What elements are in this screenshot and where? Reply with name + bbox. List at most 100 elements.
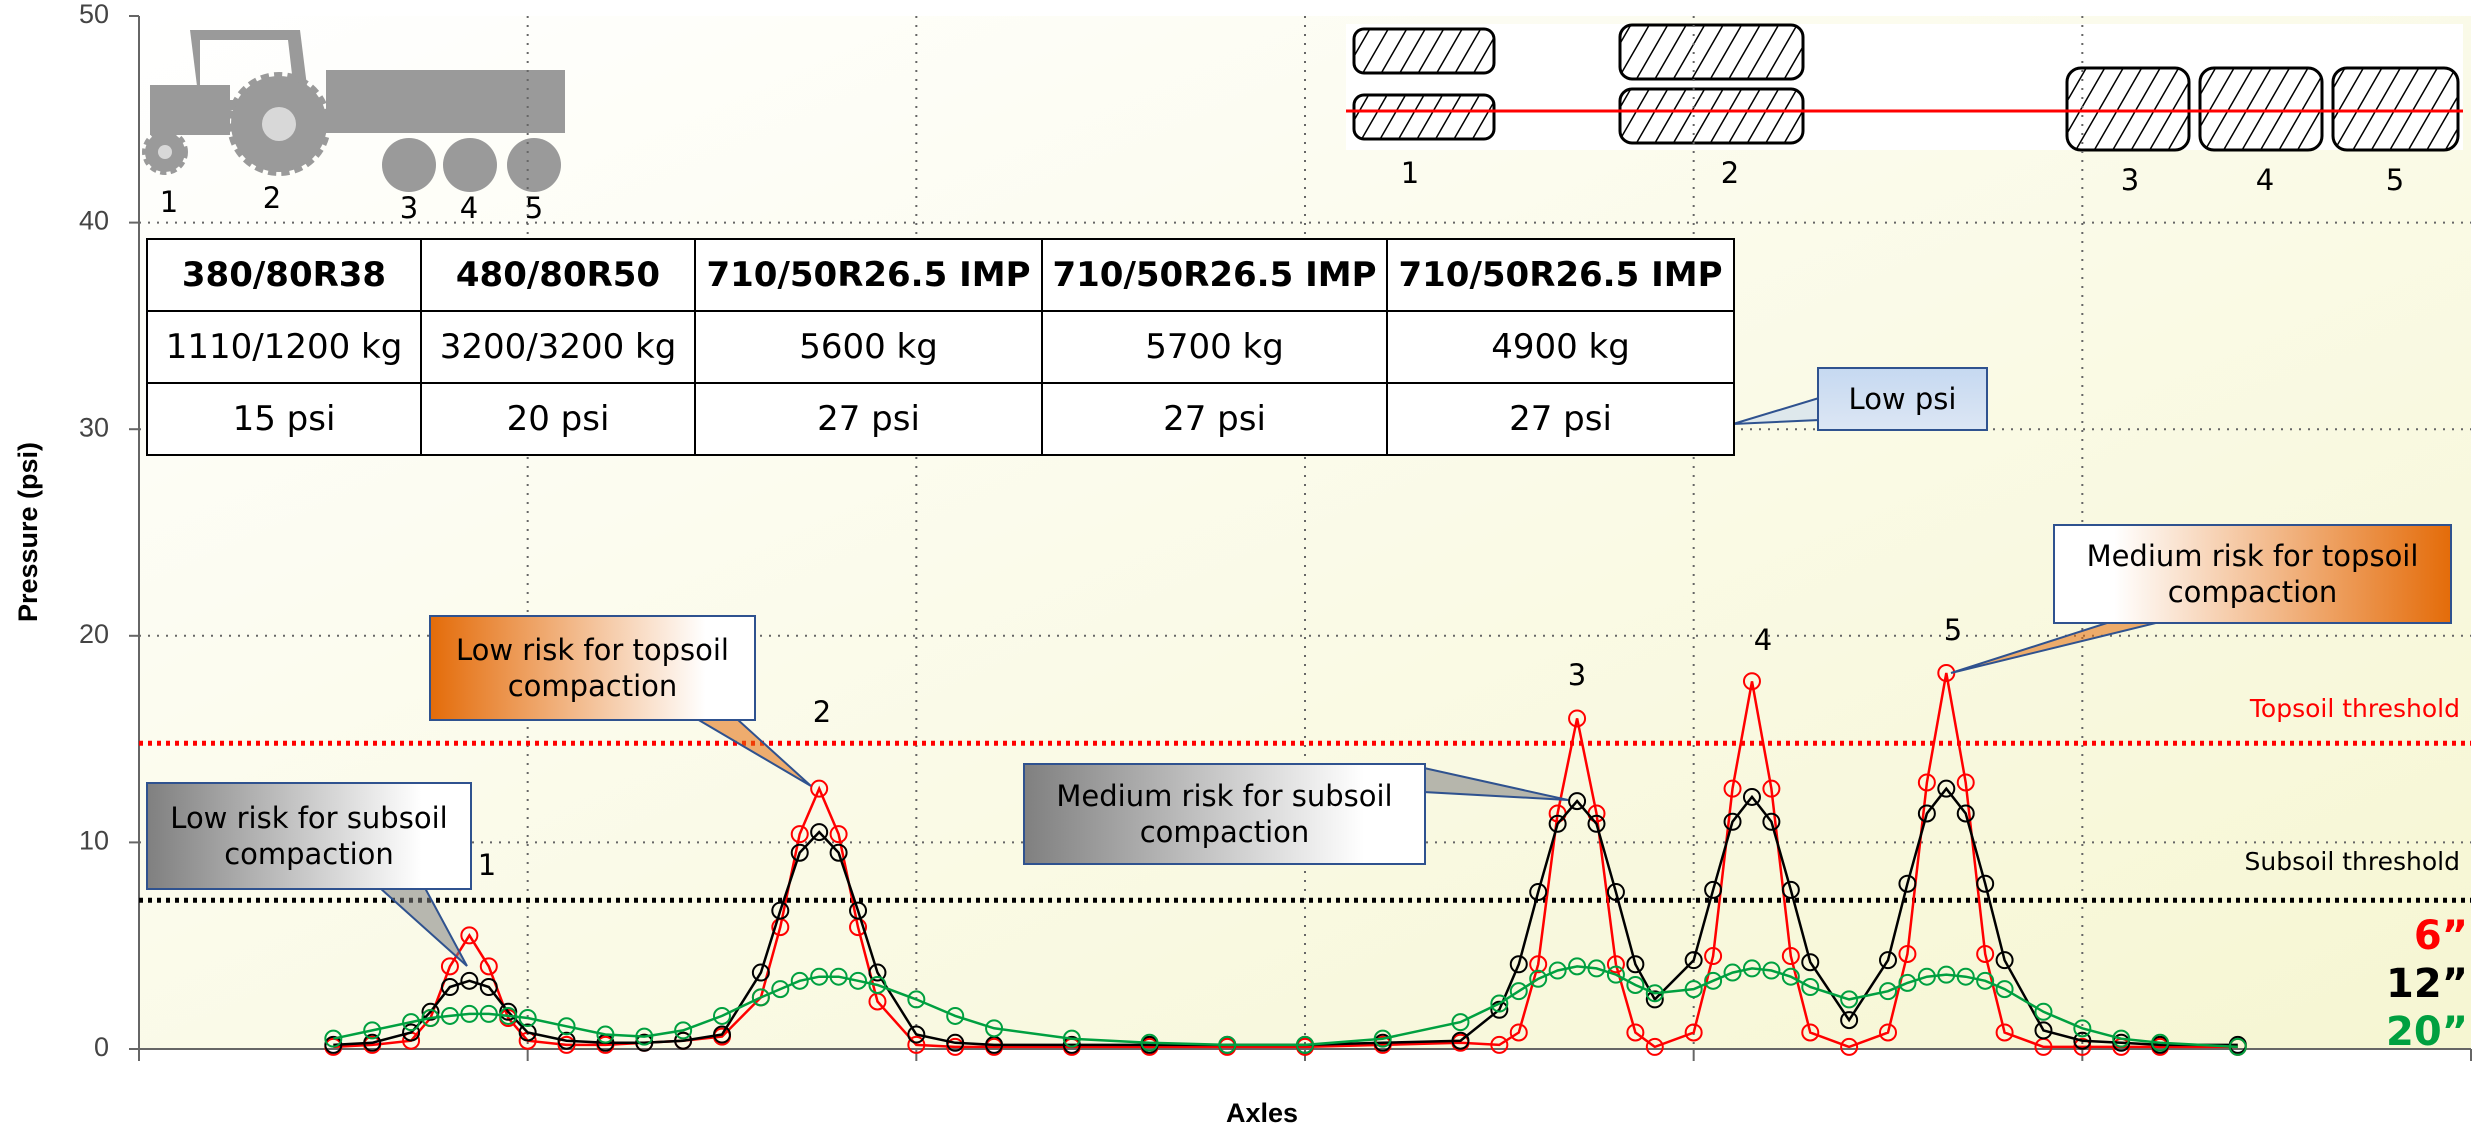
data-point <box>557 1017 576 1036</box>
data-point <box>2073 1019 2092 1038</box>
x-axis-title: Axles <box>1226 1098 1298 1128</box>
cell: 5700 kg <box>1041 310 1388 384</box>
data-point <box>499 1002 518 1021</box>
data-point <box>440 957 459 976</box>
data-point <box>907 990 926 1009</box>
callout: Low risk for subsoil compaction <box>146 782 472 890</box>
data-point <box>1801 978 1820 997</box>
data-point <box>324 1035 343 1054</box>
data-point <box>1529 969 1548 988</box>
series <box>324 957 2247 1056</box>
data-point <box>1723 963 1742 982</box>
data-point <box>1451 1031 1470 1050</box>
cell: 4900 kg <box>1386 310 1735 384</box>
data-point <box>2073 1031 2092 1050</box>
peak-label: 5 <box>1944 613 1962 647</box>
data-point <box>1509 955 1528 974</box>
tractor-label: 2 <box>263 181 281 215</box>
data-point <box>1218 1035 1237 1054</box>
tire-label: 5 <box>2386 163 2404 197</box>
data-point <box>810 779 829 798</box>
data-point <box>810 967 829 986</box>
data-point <box>1587 814 1606 833</box>
tire-table: 380/80R38 480/80R50 710/50R26.5 IMP 710/… <box>146 238 1735 456</box>
data-point <box>946 1033 965 1052</box>
data-point <box>1995 980 2014 999</box>
cell: 3200/3200 kg <box>420 310 696 384</box>
data-point <box>1140 1033 1159 1052</box>
data-point <box>674 1021 693 1040</box>
data-point <box>1976 971 1995 990</box>
data-point <box>1626 975 1645 994</box>
tire-labels: 1 2 3 4 5 <box>1401 156 2404 197</box>
legend-entry: 20” <box>2386 1009 2468 1055</box>
data-point <box>1296 1035 1314 1054</box>
data-point <box>1879 982 1897 1001</box>
data-point <box>790 825 809 844</box>
data-point <box>1742 959 1761 978</box>
data-point <box>1684 951 1703 970</box>
tractor-label: 4 <box>460 191 478 225</box>
data-point <box>1490 994 1509 1013</box>
data-point <box>1898 874 1917 893</box>
data-point <box>1840 1037 1859 1056</box>
data-point <box>518 1023 537 1042</box>
data-point <box>2073 1037 2092 1056</box>
data-point <box>1762 779 1781 798</box>
data-point <box>907 1035 926 1054</box>
data-point <box>1626 955 1645 974</box>
data-point <box>1840 1011 1859 1030</box>
data-point <box>1704 880 1723 899</box>
data-point <box>363 1033 382 1052</box>
data-point <box>1898 944 1917 963</box>
y-tick-label: 30 <box>79 412 109 442</box>
data-point <box>440 978 459 997</box>
data-point <box>1723 812 1742 831</box>
table-row: 1110/1200 kg 3200/3200 kg 5600 kg 5700 k… <box>146 310 1735 384</box>
data-point <box>1606 965 1625 984</box>
data-point <box>460 926 479 945</box>
data-point <box>479 957 498 976</box>
callout: Low psi <box>1817 367 1988 431</box>
data-point <box>1995 1023 2014 1042</box>
peak-label: 2 <box>813 695 831 729</box>
data-point <box>790 971 809 990</box>
data-point <box>1568 709 1587 728</box>
data-point <box>1373 1033 1392 1052</box>
data-point <box>499 1006 518 1025</box>
data-point <box>1568 792 1587 811</box>
callout: Low risk for topsoil compaction <box>429 615 756 721</box>
data-point <box>1451 1013 1470 1032</box>
data-point <box>751 963 770 982</box>
header-cell: 710/50R26.5 IMP <box>694 238 1043 312</box>
cell: 20 psi <box>420 382 696 456</box>
tire-label: 4 <box>2256 163 2274 197</box>
data-point <box>1548 814 1567 833</box>
data-point <box>1762 961 1781 980</box>
data-point <box>868 963 887 982</box>
table-row: 15 psi 20 psi 27 psi 27 psi 27 psi <box>146 382 1735 456</box>
tractor-label: 3 <box>400 191 418 225</box>
data-point <box>1762 812 1781 831</box>
series <box>324 779 2247 1054</box>
data-point <box>946 1037 965 1056</box>
tire-diagram <box>1346 23 2463 152</box>
cell: 15 psi <box>146 382 422 456</box>
data-point <box>946 1006 965 1025</box>
tire-label: 1 <box>1401 156 1419 190</box>
data-point <box>1879 1023 1897 1042</box>
data-point <box>810 823 829 842</box>
data-point <box>421 1009 440 1028</box>
data-point <box>1490 1035 1509 1054</box>
data-point <box>557 1031 576 1050</box>
series-line <box>333 786 2238 1047</box>
data-point <box>790 843 809 862</box>
data-point <box>849 971 868 990</box>
data-point <box>1937 965 1956 984</box>
data-point <box>674 1031 693 1050</box>
data-point <box>771 901 790 920</box>
data-point <box>1373 1029 1392 1048</box>
data-point <box>1995 951 2014 970</box>
data-point <box>440 1006 459 1025</box>
threshold-label: Topsoil threshold <box>2249 694 2460 723</box>
